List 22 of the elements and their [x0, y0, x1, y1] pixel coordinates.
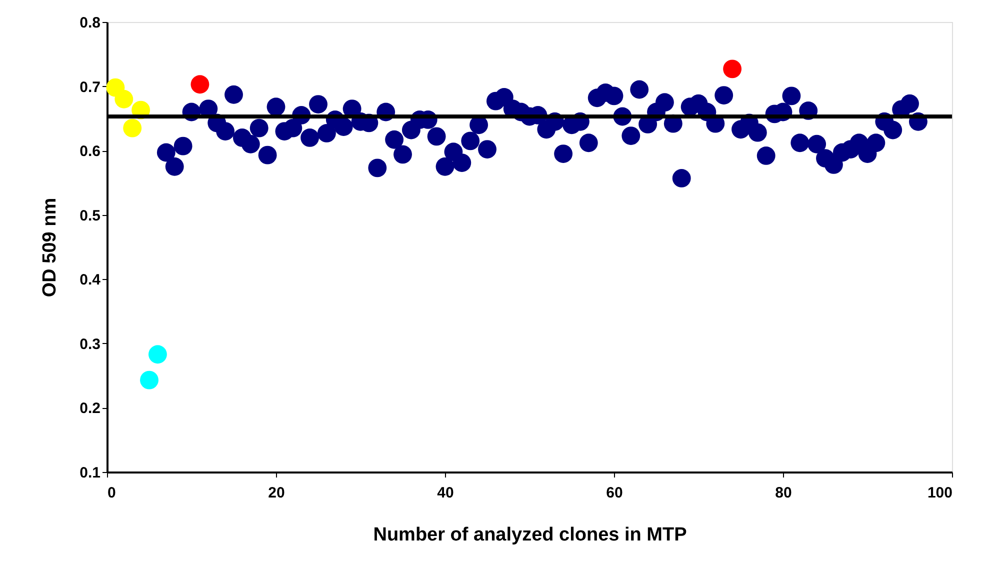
point [148, 345, 167, 364]
x-tick-label: 20 [268, 484, 285, 502]
y-tick-label: 0.6 [80, 143, 100, 160]
point [723, 60, 742, 78]
y-tick-label: 0.4 [80, 272, 102, 289]
y-tick-label: 0.3 [80, 336, 100, 353]
y-axis-title: OD 509 nm [40, 198, 61, 298]
y-tick-label: 0.1 [80, 464, 100, 482]
point [190, 75, 210, 94]
x-axis-title: Number of analyzed clones in MTP [373, 524, 688, 546]
x-tick-label: 0 [108, 484, 116, 502]
y-tick-label: 0.5 [80, 207, 100, 224]
y-tick-label: 0.8 [80, 14, 100, 32]
point [140, 370, 158, 390]
y-tick-label: 0.7 [80, 78, 100, 96]
x-tick-label: 100 [927, 484, 952, 502]
x-tick-label: 40 [437, 484, 454, 502]
point [123, 118, 142, 138]
y-tick-label: 0.2 [80, 400, 100, 418]
point [114, 90, 134, 108]
x-tick-label: 60 [606, 484, 623, 502]
x-tick-label: 80 [775, 484, 792, 502]
